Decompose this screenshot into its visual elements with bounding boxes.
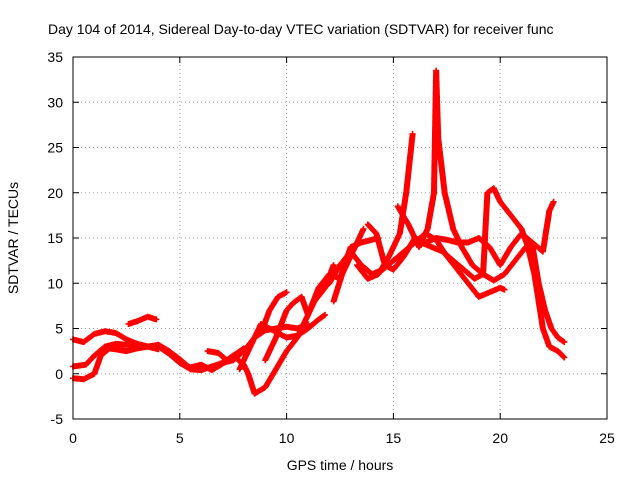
x-tick-label: 20 bbox=[492, 430, 508, 446]
x-tick-label: 25 bbox=[599, 430, 615, 446]
y-tick-label: 10 bbox=[47, 275, 63, 291]
y-tick-label: -5 bbox=[51, 411, 64, 427]
data-point-markers bbox=[418, 185, 568, 361]
series-track-15 bbox=[418, 185, 568, 361]
series-track-4 bbox=[125, 313, 160, 327]
chart-title: Day 104 of 2014, Sidereal Day-to-day VTE… bbox=[48, 21, 554, 37]
data-point-markers bbox=[258, 289, 290, 336]
y-tick-label: 25 bbox=[47, 140, 63, 156]
data-layer bbox=[70, 67, 568, 397]
x-tick-label: 10 bbox=[279, 430, 295, 446]
x-axis-label: GPS time / hours bbox=[287, 457, 394, 473]
data-point-markers bbox=[311, 262, 337, 305]
ticks: 0 5 10 15 20 25 -5 0 5 10 15 20 25 30 35 bbox=[47, 49, 615, 446]
series-track-10 bbox=[311, 262, 337, 305]
y-tick-label: 30 bbox=[47, 94, 63, 110]
x-tick-label: 15 bbox=[386, 430, 402, 446]
data-point-markers bbox=[176, 230, 508, 397]
data-point-markers bbox=[204, 345, 247, 364]
data-point-markers bbox=[125, 313, 160, 327]
series-track-9 bbox=[258, 289, 290, 336]
x-tick-label: 0 bbox=[69, 430, 77, 446]
y-tick-label: 35 bbox=[47, 49, 63, 65]
data-point-markers bbox=[330, 225, 367, 305]
series-track-5 bbox=[176, 230, 508, 397]
y-tick-label: 20 bbox=[47, 185, 63, 201]
series-track-11 bbox=[330, 225, 367, 305]
y-tick-label: 5 bbox=[55, 321, 63, 337]
x-tick-label: 5 bbox=[176, 430, 184, 446]
y-tick-label: 15 bbox=[47, 230, 63, 246]
series-track-6 bbox=[204, 345, 247, 364]
y-axis-label: SDTVAR / TECUs bbox=[5, 182, 21, 294]
y-tick-label: 0 bbox=[55, 366, 63, 382]
